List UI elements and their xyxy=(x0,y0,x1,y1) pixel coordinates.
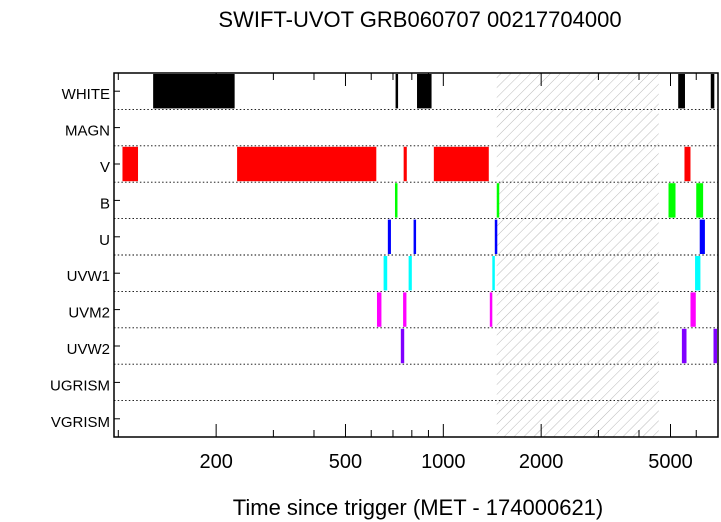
exposure-bar-uvw1 xyxy=(408,256,412,291)
exposure-bar-b xyxy=(668,183,676,218)
exposure-bar-v xyxy=(122,146,139,182)
x-tick-label-5000: 5000 xyxy=(648,451,693,473)
exposure-bar-white xyxy=(678,74,685,109)
plot-frame xyxy=(113,72,719,438)
row-labels: WHITE MAGN V B U UVW1 UVM2 UVW2 UGRISM VGRISM xyxy=(50,86,120,431)
x-tick-label-200: 200 xyxy=(199,451,232,473)
exposure-bar-uvm2 xyxy=(489,292,493,327)
row-label-uvw1: UVW1 xyxy=(67,268,110,285)
x-axis-label: Time since trigger (MET - 174000621) xyxy=(233,495,604,520)
exposure-bar-white xyxy=(395,74,399,109)
exposure-bar-v xyxy=(237,146,377,182)
chart-title: SWIFT-UVOT GRB060707 00217704000 xyxy=(218,7,621,32)
row-label-vgrism: VGRISM xyxy=(51,414,110,431)
exposure-bar-uvw1 xyxy=(695,256,701,291)
exposure-bar-uvw2 xyxy=(713,328,717,364)
exposure-bar-v xyxy=(403,146,407,182)
exposure-bar-uvw2 xyxy=(400,328,405,364)
exposure-bar-uvm2 xyxy=(403,292,407,327)
row-label-b: B xyxy=(100,195,110,212)
row-label-ugrism: UGRISM xyxy=(50,377,110,394)
exposure-bar-u xyxy=(387,219,391,254)
exposure-bar-v xyxy=(433,146,489,182)
x-tick-label-500: 500 xyxy=(329,451,362,473)
exposure-bar-u xyxy=(699,219,705,254)
x-tick-label-2000: 2000 xyxy=(519,451,564,473)
x-tick-label-1000: 1000 xyxy=(421,451,466,473)
row-label-magn: MAGN xyxy=(65,123,110,140)
row-label-v: V xyxy=(100,159,110,176)
exposure-bars xyxy=(122,74,717,364)
exposure-bar-white xyxy=(417,74,432,109)
row-label-uvw2: UVW2 xyxy=(67,341,110,358)
exposure-bar-white xyxy=(710,74,715,109)
exposure-bar-b xyxy=(496,183,500,218)
row-dividers xyxy=(114,108,718,402)
exposure-bar-white xyxy=(153,74,235,109)
exposure-bar-v xyxy=(684,146,691,182)
row-label-uvm2: UVM2 xyxy=(68,305,110,322)
exposure-bar-b xyxy=(394,183,398,218)
exposure-bar-b xyxy=(696,183,704,218)
exposure-bar-u xyxy=(413,219,417,254)
exposure-bar-uvm2 xyxy=(690,292,696,327)
exposure-bar-uvw1 xyxy=(492,256,495,291)
row-label-u: U xyxy=(99,232,110,249)
row-label-white: WHITE xyxy=(62,86,110,103)
exposure-bar-uvw2 xyxy=(681,328,687,364)
exposure-bar-u xyxy=(494,219,498,254)
x-axis-ticks: 200 500 1000 2000 5000 xyxy=(117,73,719,473)
exposure-bar-uvm2 xyxy=(376,292,382,327)
exposure-bar-uvw1 xyxy=(383,256,388,291)
